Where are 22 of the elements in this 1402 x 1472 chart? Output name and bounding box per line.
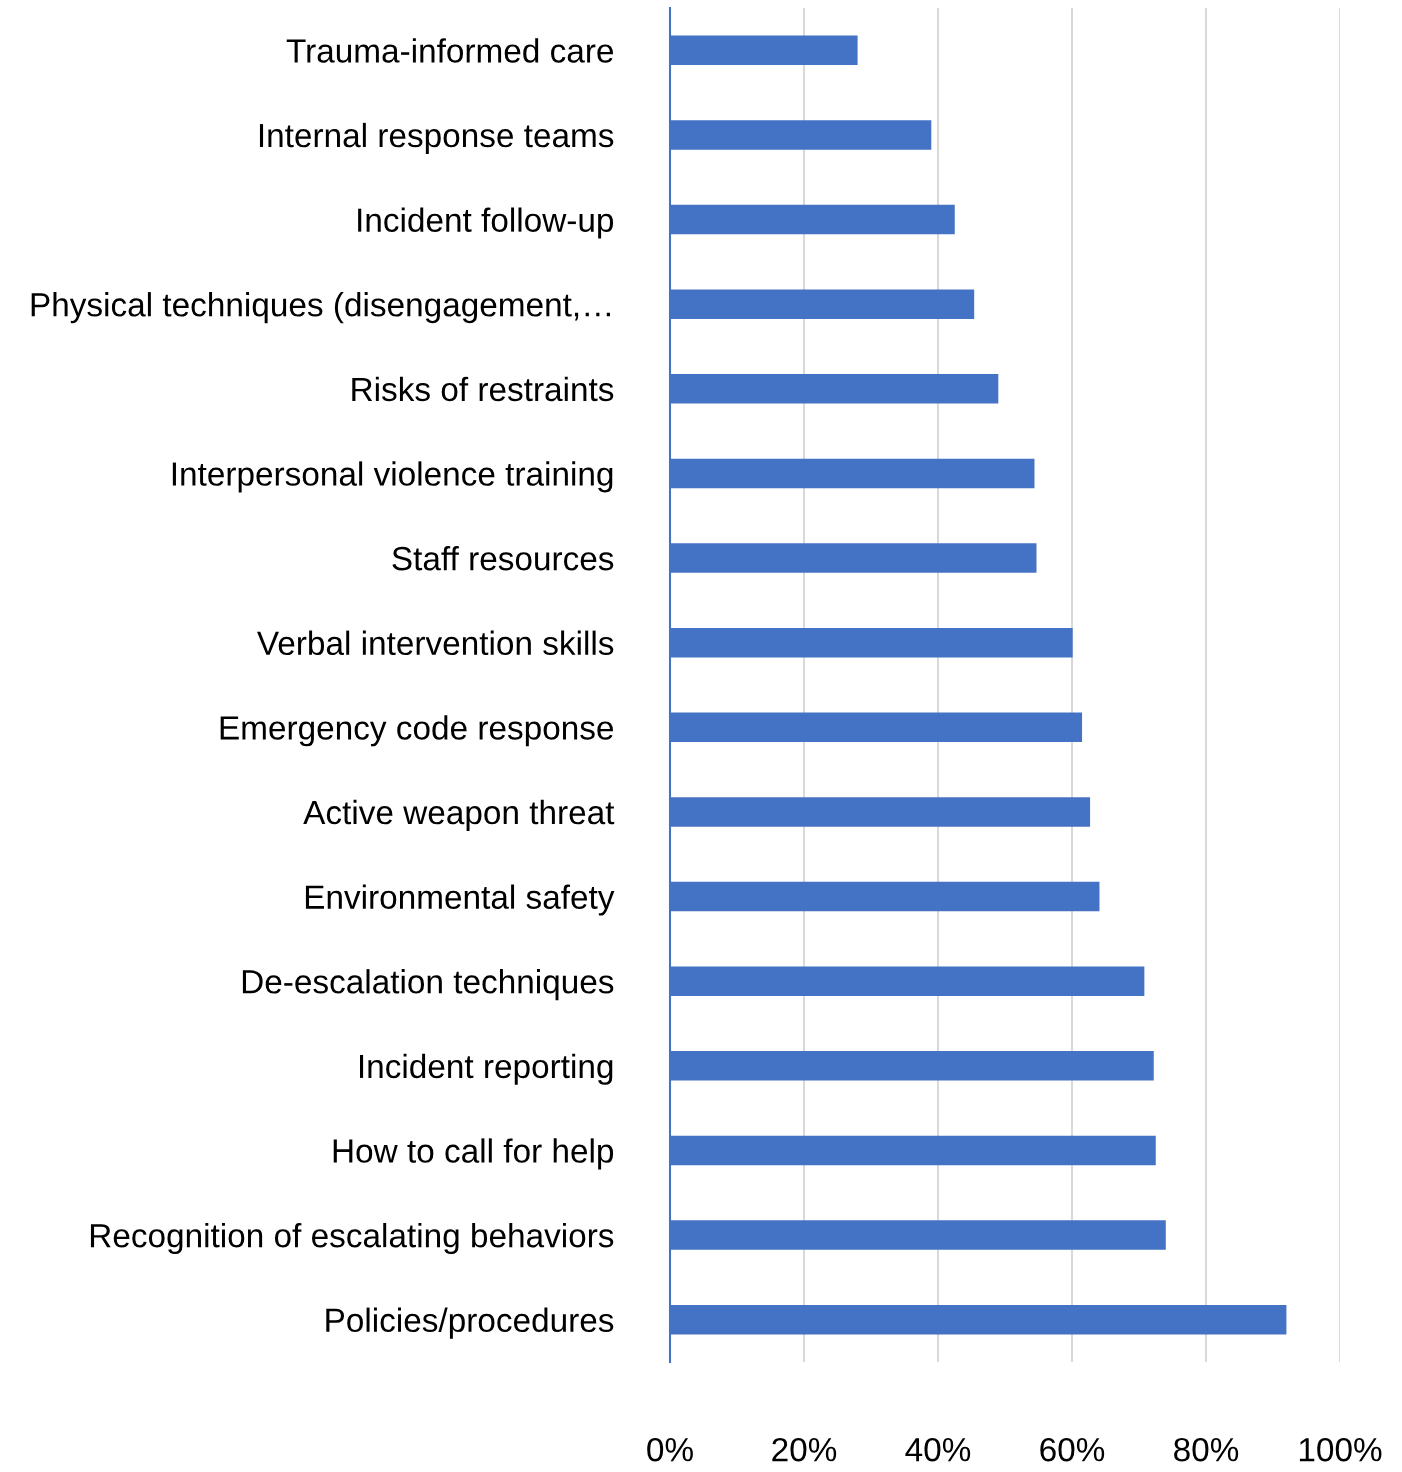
x-tick-label: 40% <box>905 1437 971 1462</box>
y-tick-label: Environmental safety <box>305 884 615 916</box>
y-tick-label: Recognition of escalating behaviors <box>90 1222 614 1255</box>
y-tick-label: Emergency code response <box>220 715 613 747</box>
y-tick-label: Physical techniques (disengagement,… <box>31 292 610 324</box>
y-tick-label: Active weapon threat <box>303 799 615 831</box>
y-tick-label: Verbal intervention skills <box>257 630 614 656</box>
x-tick-label: 0% <box>647 1437 693 1462</box>
x-tick-label: 60% <box>1040 1437 1105 1462</box>
x-tick-label: 80% <box>1174 1437 1239 1462</box>
y-tick-label: Staff resources <box>392 546 614 571</box>
y-tick-label: Incident follow-up <box>358 207 614 239</box>
y-tick-label: How to call for help <box>333 1138 614 1170</box>
y-tick-label: Interpersonal violence training <box>172 461 613 493</box>
y-tick-label: Policies/procedures <box>326 1307 614 1339</box>
y-tick-label: Incident reporting <box>359 1053 613 1085</box>
x-tick-label: 100% <box>1299 1437 1382 1462</box>
y-tick-label: De-escalation techniques <box>242 969 614 1001</box>
y-tick-label: Trauma-informed care <box>286 38 613 63</box>
y-tick-label: Risks of restraints <box>352 376 614 402</box>
x-tick-label: 20% <box>772 1437 837 1462</box>
y-tick-label: Internal response teams <box>259 122 614 154</box>
